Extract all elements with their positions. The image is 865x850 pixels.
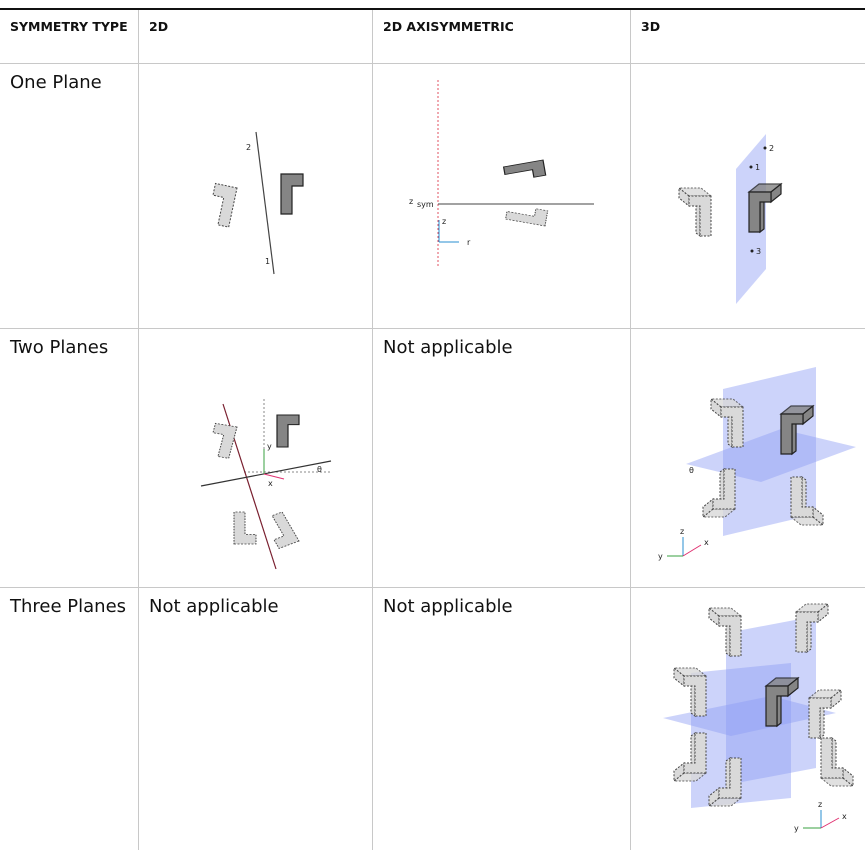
figure-cell: z sym z r: [372, 64, 630, 328]
point-label: 1: [265, 257, 270, 266]
figure-cell: y x θ: [138, 329, 372, 587]
mirror-geometry: [820, 737, 854, 787]
symmetry-line: [255, 131, 275, 275]
point: [750, 249, 754, 253]
mirror-geometry: [673, 667, 707, 717]
table-row: One Plane 2 1 z sym z r 2 1 3: [0, 64, 865, 329]
figure-3d-one-plane: 2 1 3: [678, 134, 782, 304]
table-cell: Not applicable: [138, 588, 372, 850]
symmetry-plane: [686, 429, 856, 482]
header-cell: 2D AXISYMMETRIC: [372, 10, 630, 63]
figure-2d-two-planes: y x θ: [200, 399, 332, 570]
geometry: [503, 159, 547, 183]
mirror-geometry: [206, 182, 238, 228]
figure-3d-two-planes: θ z y x: [658, 367, 856, 561]
label: sym: [417, 200, 434, 209]
label: θ: [317, 465, 322, 474]
row-label: Two Planes: [10, 337, 109, 358]
label: y: [794, 824, 799, 833]
header-cell: SYMMETRY TYPE: [10, 19, 128, 34]
row-label: One Plane: [10, 72, 102, 93]
point: [749, 165, 753, 169]
label: z: [818, 800, 822, 809]
table-cell: Not applicable: [372, 329, 630, 587]
figure-cell: 2 1 3: [630, 64, 865, 328]
figure-3d-three-planes: z y x: [663, 603, 854, 833]
symmetry-plane: [663, 696, 836, 736]
mirror-geometry: [673, 732, 707, 782]
mirror-geometry: [678, 187, 712, 237]
figure-cell: 2 1: [138, 64, 372, 328]
mirror-geometry: [206, 422, 238, 459]
label: z: [680, 527, 684, 536]
table-row: Two Planes y x θ Not applicable θ z y x: [0, 329, 865, 588]
header-row: SYMMETRY TYPE 2D 2D AXISYMMETRIC 3D: [0, 10, 865, 64]
label: z: [409, 197, 413, 206]
symmetry-line: [200, 460, 332, 487]
label: x: [704, 538, 709, 547]
axis-arrow: [263, 473, 285, 480]
point-label: 1: [755, 163, 760, 172]
mirror-geometry: [702, 468, 736, 518]
label: x: [842, 812, 847, 821]
table: SYMMETRY TYPE 2D 2D AXISYMMETRIC 3D One …: [0, 8, 865, 850]
figure-2d-one-plane: 2 1: [206, 131, 304, 275]
mirror-geometry: [505, 203, 549, 227]
table-cell: Not applicable: [372, 588, 630, 850]
point-label: 2: [769, 144, 774, 153]
point-label: 3: [756, 247, 761, 256]
label: r: [467, 238, 471, 247]
header-cell: 3D: [630, 10, 865, 63]
figure-cell: z y x: [630, 588, 865, 850]
figure-axi-one-plane: z sym z r: [409, 80, 594, 267]
header-cell: 2D: [138, 10, 372, 63]
point-label: 2: [246, 143, 251, 152]
label: θ: [689, 466, 694, 475]
table-row: Three Planes Not applicable Not applicab…: [0, 588, 865, 850]
point: [763, 146, 767, 150]
label: z: [442, 217, 446, 226]
geometry: [276, 414, 300, 448]
label: x: [268, 479, 273, 488]
axis-arrow: [682, 544, 702, 557]
mirror-geometry: [233, 511, 257, 545]
mirror-geometry: [708, 607, 742, 657]
figure-cell: θ z y x: [630, 329, 865, 587]
label: y: [658, 552, 663, 561]
row-label: Three Planes: [10, 596, 127, 617]
label: y: [267, 442, 272, 451]
geometry: [280, 173, 304, 215]
axis-arrow: [820, 817, 840, 829]
